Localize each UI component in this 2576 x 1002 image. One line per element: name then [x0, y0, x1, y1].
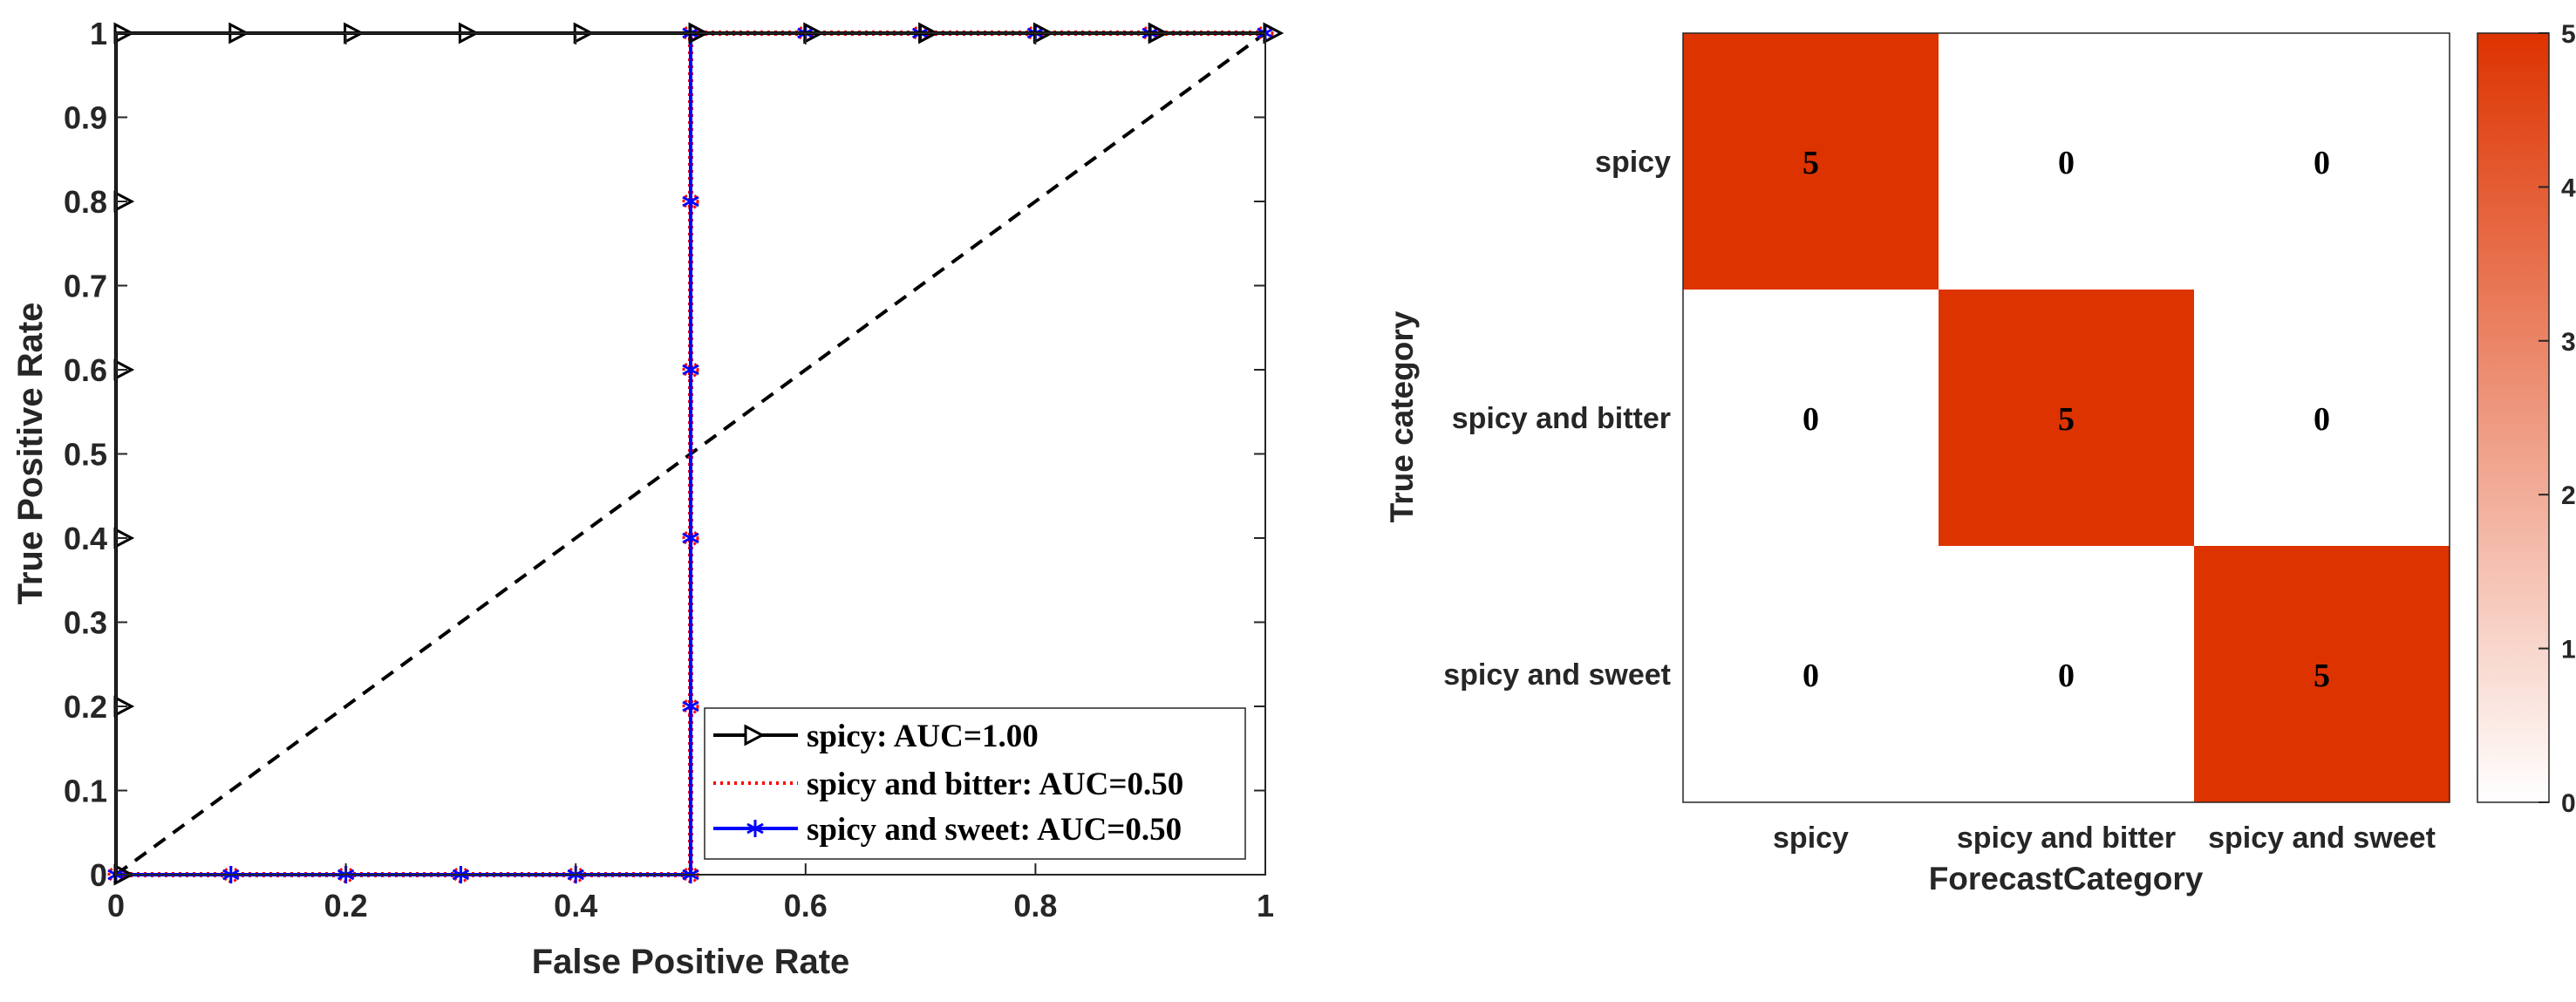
cm-y-tick-label: spicy and bitter [1452, 402, 1671, 435]
roc-point-marker [682, 698, 699, 715]
confusion-matrix-cell [1683, 290, 1939, 546]
confusion-matrix-cell-value: 0 [2058, 145, 2075, 181]
roc-chart: 0 0.2 0.4 0.6 0.8 1 0 0.1 0.2 0.3 0.4 0.5 0.6 0.7 0.8 0… [11, 16, 1285, 981]
colorbar-tick-label: 3 [2561, 328, 2576, 357]
confusion-matrix-chart: 5 0 0 0 5 0 0 0 5 spicy spicy and bitter spicy and… [1384, 20, 2576, 896]
roc-ticks: 0 0.2 0.4 0.6 0.8 1 0 0.1 0.2 0.3 0.4 0.5 0.6 0.7 0.8 0… [64, 16, 1274, 924]
roc-y-tick-label: 0.5 [64, 437, 107, 473]
colorbar-gradient [2477, 32, 2550, 803]
roc-y-tick-label: 0.9 [64, 100, 107, 136]
confusion-matrix-frame [1682, 32, 2450, 803]
confusion-matrix-cell [2194, 546, 2450, 802]
confusion-matrix-cell [2194, 290, 2450, 546]
cm-y-axis-label: True category [1384, 310, 1420, 522]
confusion-matrix-cell [1939, 290, 2194, 546]
roc-point-marker [682, 361, 699, 378]
confusion-matrix-cell-value: 0 [1803, 401, 1819, 438]
legend-label-spicy-and-sweet: spicy and sweet: AUC=0.50 [807, 812, 1182, 848]
confusion-matrix-cell-value: 0 [2058, 658, 2075, 694]
roc-y-tick-label: 0.4 [64, 521, 107, 556]
roc-x-tick-label: 0 [107, 888, 125, 924]
roc-point-marker [682, 193, 699, 210]
colorbar-tick-label: 1 [2561, 636, 2576, 665]
roc-y-tick-label: 0.1 [64, 774, 107, 809]
colorbar-tick-label: 5 [2561, 20, 2576, 49]
roc-y-tick-label: 1 [90, 16, 107, 51]
colorbar-tick-label: 4 [2561, 174, 2576, 202]
confusion-matrix-cell-value: 0 [2314, 401, 2330, 438]
confusion-matrix-cell [1939, 33, 2194, 290]
legend-item-spicy: spicy: AUC=1.00 [713, 719, 1039, 754]
roc-x-tick-label: 0.4 [554, 888, 597, 924]
roc-y-tick-label: 0.6 [64, 352, 107, 388]
confusion-matrix-cell [1683, 33, 1939, 290]
roc-y-tick-label: 0.7 [64, 269, 107, 304]
roc-legend-box [704, 707, 1246, 860]
roc-x-tick-label: 0.2 [324, 888, 368, 924]
roc-x-axis-label: False Positive Rate [532, 943, 850, 981]
roc-y-tick-label: 0.8 [64, 184, 107, 220]
roc-y-tick-label: 0 [90, 857, 107, 893]
legend-triangle-marker [744, 724, 766, 746]
roc-x-tick-label: 0.8 [1013, 888, 1057, 924]
roc-x-tick-label: 1 [1257, 888, 1274, 924]
cm-x-tick-label: spicy and bitter [1957, 821, 2176, 855]
roc-y-axis-label: True Positive Rate [11, 303, 50, 605]
confusion-matrix-cell-value: 5 [2314, 658, 2330, 694]
colorbar-tick-label: 0 [2561, 789, 2576, 818]
legend-label-spicy-and-bitter: spicy and bitter: AUC=0.50 [807, 767, 1183, 802]
roc-y-tick-label: 0.3 [64, 605, 107, 641]
cm-x-tick-label: spicy [1773, 821, 1849, 855]
roc-legend: spicy: AUC=1.00 spicy and bitter: AUC=0.… [704, 707, 1246, 860]
legend-label-spicy: spicy: AUC=1.00 [807, 719, 1039, 754]
legend-item-spicy-and-bitter: spicy and bitter: AUC=0.50 [713, 767, 1183, 802]
colorbar-tick-label: 2 [2561, 481, 2576, 510]
colorbar-ticks: 0 1 2 3 4 5 [2539, 20, 2576, 818]
confusion-matrix-cell [1683, 546, 1939, 802]
confusion-matrix-cell-value: 0 [2314, 145, 2330, 181]
legend-asterisk-marker [746, 820, 764, 837]
legend-item-spicy-and-sweet: spicy and sweet: AUC=0.50 [713, 812, 1182, 848]
confusion-matrix-tick-labels: spicy spicy and bitter spicy and sweet spic… [1443, 146, 2436, 855]
confusion-matrix-cell-value: 5 [2058, 401, 2075, 438]
roc-point-marker [682, 529, 699, 547]
cm-y-tick-label: spicy [1595, 146, 1671, 179]
cm-x-tick-label: spicy and sweet [2208, 821, 2436, 855]
confusion-matrix-cell-value: 5 [1803, 145, 1819, 181]
confusion-matrix-cell [2194, 33, 2450, 290]
roc-y-tick-label: 0.2 [64, 689, 107, 725]
cm-y-tick-label: spicy and sweet [1443, 658, 1671, 692]
cm-x-axis-label: ForecastCategory [1929, 861, 2204, 896]
confusion-matrix-cell-value: 0 [1803, 658, 1819, 694]
confusion-matrix-cell [1939, 546, 2194, 802]
roc-x-tick-label: 0.6 [784, 888, 828, 924]
colorbar: 0 1 2 3 4 5 [2477, 20, 2576, 818]
confusion-matrix-cells: 5 0 0 0 5 0 0 0 5 [1683, 33, 2450, 802]
